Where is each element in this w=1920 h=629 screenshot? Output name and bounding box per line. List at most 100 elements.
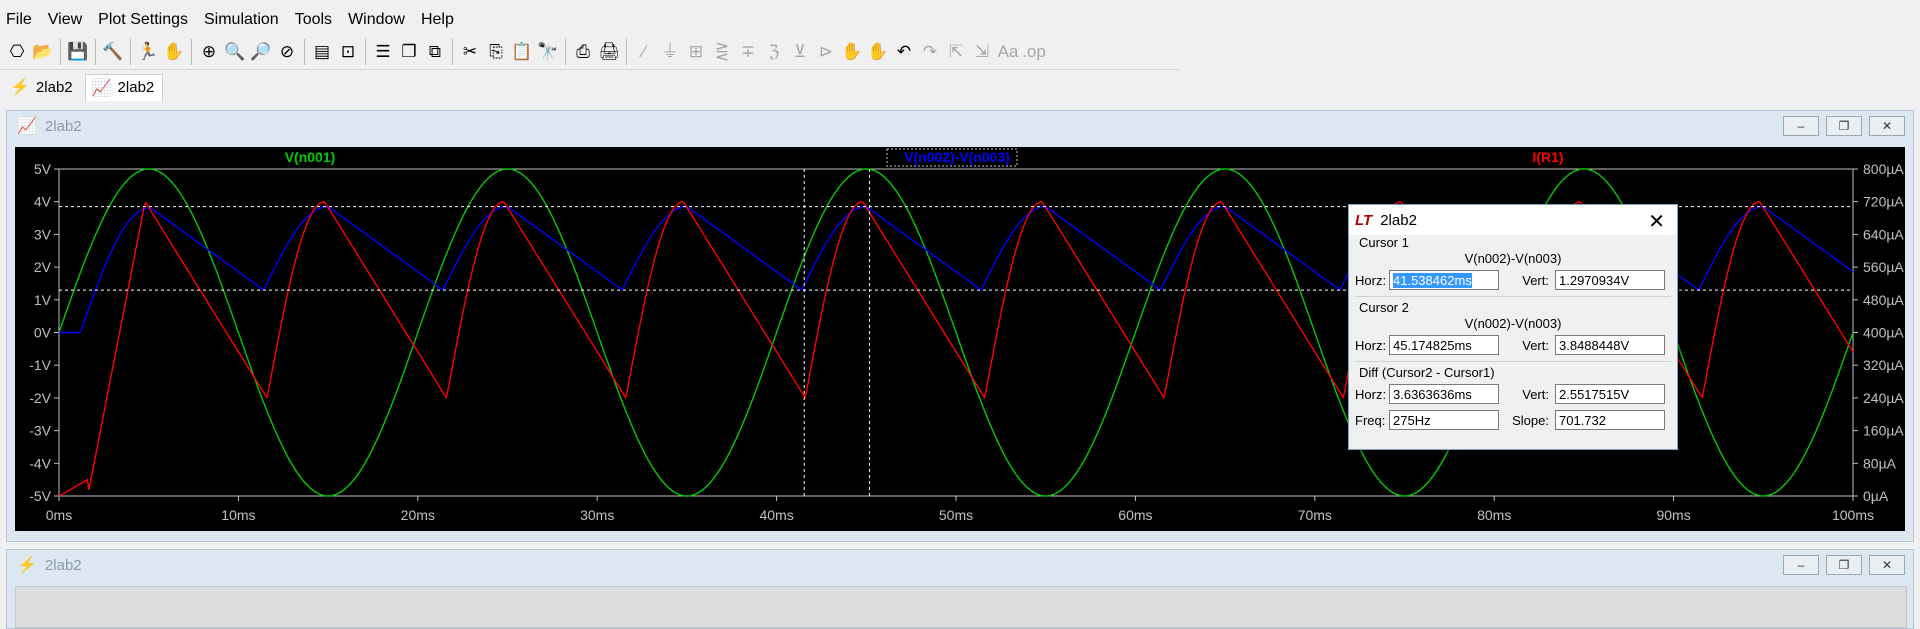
minimize-button[interactable]: – — [1783, 116, 1819, 136]
diode-icon[interactable]: ⊻ — [793, 41, 807, 61]
y-left-tick-label: -3V — [29, 423, 51, 439]
diff-horz-field[interactable]: 3.6363636ms — [1389, 384, 1499, 404]
menu-view[interactable]: View — [47, 11, 83, 28]
menu-file[interactable]: File — [6, 11, 32, 28]
tile-horizontal-icon[interactable]: ☰ — [375, 41, 391, 61]
menu-help[interactable]: Help — [420, 11, 454, 28]
spice-directive-icon[interactable]: .op — [1022, 41, 1046, 61]
diff-slope-label: Slope: — [1512, 412, 1549, 428]
x-tick-label: 50ms — [939, 507, 973, 523]
mirror-icon[interactable]: ⇲ — [974, 41, 990, 61]
y-left-tick-label: -5V — [29, 488, 51, 504]
schematic-window-title: 2lab2 — [44, 556, 82, 574]
toolbar-separator — [60, 38, 61, 65]
cursor2-horz-field[interactable]: 45.174825ms — [1389, 335, 1499, 355]
y-left-tick-label: 2V — [34, 259, 52, 275]
cursor1-horz-field[interactable]: 41.538462ms — [1389, 270, 1499, 290]
rotate-icon[interactable]: ⇱ — [948, 41, 964, 61]
schematic-canvas[interactable] — [15, 586, 1907, 628]
label-icon[interactable]: ⊞ — [688, 41, 704, 61]
y-right-tick-label: 560µA — [1863, 259, 1904, 275]
plot-window-titlebar[interactable]: 📈 2lab2 — [7, 111, 1913, 141]
toolbar-separator — [626, 38, 627, 65]
diff-vert-label: Vert: — [1522, 386, 1549, 402]
undo-icon[interactable]: ↶ — [896, 41, 912, 61]
menu-plot-settings[interactable]: Plot Settings — [98, 11, 188, 28]
move-icon[interactable]: ✋ — [867, 41, 889, 61]
menu-simulation[interactable]: Simulation — [204, 11, 279, 28]
drag-icon[interactable]: ✋ — [841, 41, 863, 61]
cursor-dialog-titlebar[interactable]: LT 2lab2 ✕ — [1349, 205, 1677, 235]
y-right-tick-label: 320µA — [1863, 357, 1904, 373]
find-icon[interactable]: 🔭 — [537, 41, 559, 61]
copy-icon[interactable]: ⎘ — [489, 41, 503, 61]
minimize-button[interactable]: – — [1783, 555, 1819, 575]
wire-icon[interactable]: ∕ — [642, 41, 646, 61]
restore-button[interactable]: ❐ — [1826, 116, 1862, 136]
print-icon[interactable]: 🖨 — [598, 41, 620, 61]
y-left-tick-label: 5V — [34, 161, 52, 177]
zoom-cancel-icon[interactable]: ⊘ — [279, 41, 295, 61]
menu-tools[interactable]: Tools — [294, 11, 333, 28]
y-right-tick-label: 720µA — [1863, 194, 1904, 210]
restore-button[interactable]: ❐ — [1826, 555, 1862, 575]
close-icon[interactable]: ✕ — [1648, 211, 1665, 233]
redo-icon[interactable]: ↷ — [922, 41, 938, 61]
zoom-area-icon[interactable]: ⊕ — [201, 41, 217, 61]
autorange-icon[interactable]: ▤ — [313, 41, 331, 61]
y-right-tick-label: 400µA — [1863, 325, 1904, 341]
cursor2-vert-field[interactable]: 3.8488448V — [1555, 335, 1665, 355]
diff-horz-label: Horz: — [1355, 386, 1387, 402]
save-icon[interactable]: 💾 — [67, 41, 89, 61]
fit-icon[interactable]: ⊡ — [340, 41, 356, 61]
x-tick-label: 20ms — [401, 507, 435, 523]
toolbar-separator — [565, 38, 566, 65]
component-icon[interactable]: ⊳ — [818, 41, 834, 61]
text-icon[interactable]: Aa — [997, 41, 1019, 61]
toolbar-separator — [95, 38, 96, 65]
tab-schematic[interactable]: ⚡ 2lab2 — [4, 74, 81, 100]
close-button[interactable]: ✕ — [1869, 555, 1905, 575]
ground-icon[interactable]: ⏚ — [661, 41, 679, 61]
control-panel-icon[interactable]: 🔨 — [102, 41, 124, 61]
toolbar-separator — [452, 38, 453, 65]
waveform-icon: 📈 — [17, 118, 37, 135]
folder-open-icon[interactable]: 📂 — [32, 41, 54, 61]
series-label-0: V(n001) — [285, 149, 336, 165]
menu-window[interactable]: Window — [348, 11, 405, 28]
cursor1-group-label: Cursor 1 — [1359, 235, 1409, 250]
cursor-dialog-title: 2lab2 — [1380, 211, 1417, 229]
cursor1-vert-field[interactable]: 1.2970934V — [1555, 270, 1665, 290]
y-left-tick-label: -4V — [29, 455, 51, 471]
schematic-tab-icon: ⚡ — [10, 79, 30, 96]
print-setup-icon[interactable]: ⎙ — [576, 41, 590, 61]
y-left-tick-label: 0V — [34, 325, 52, 341]
toolbar-separator — [365, 38, 366, 65]
capacitor-icon[interactable]: ∓ — [740, 41, 756, 61]
diff-freq-field[interactable]: 275Hz — [1389, 410, 1499, 430]
schematic-window-titlebar[interactable]: ⚡ 2lab2 — [7, 550, 1913, 580]
series-label-1: V(n002)-V(n003) — [904, 149, 1010, 165]
zoom-out-icon[interactable]: 🔎 — [250, 41, 272, 61]
y-left-tick-label: 1V — [34, 292, 52, 308]
x-tick-label: 40ms — [759, 507, 793, 523]
tab-waveform[interactable]: 📈 2lab2 — [84, 73, 164, 101]
resistor-icon[interactable]: ⋛ — [714, 41, 730, 61]
schematic-open-icon[interactable]: ⎔ — [9, 41, 25, 61]
paste-icon[interactable]: 📋 — [511, 41, 533, 61]
waveform-tab-icon: 📈 — [91, 79, 112, 97]
cut-icon[interactable]: ✂ — [462, 41, 478, 61]
y-left-tick-label: -2V — [29, 390, 51, 406]
toolbar-separator — [304, 38, 305, 65]
y-right-tick-label: 480µA — [1863, 292, 1904, 308]
zoom-in-icon[interactable]: 🔍 — [224, 41, 246, 61]
run-icon[interactable]: 🏃 — [137, 41, 159, 61]
tile-vertical-icon[interactable]: ⧉ — [428, 41, 442, 61]
diff-slope-field[interactable]: 701.732 — [1555, 410, 1665, 430]
inductor-icon[interactable]: ℨ — [768, 41, 780, 61]
cascade-icon[interactable]: ❐ — [401, 41, 417, 61]
halt-icon[interactable]: ✋ — [163, 41, 185, 61]
diff-vert-field[interactable]: 2.5517515V — [1555, 384, 1665, 404]
close-button[interactable]: ✕ — [1869, 116, 1905, 136]
cursor1-horz-label: Horz: — [1355, 272, 1387, 288]
